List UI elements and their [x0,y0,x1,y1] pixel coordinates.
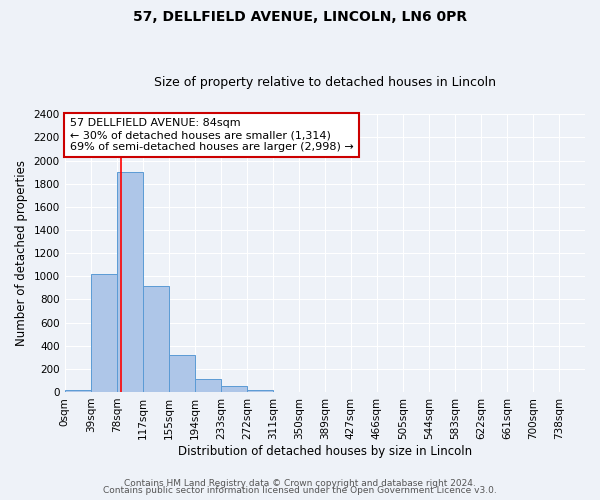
Text: 57 DELLFIELD AVENUE: 84sqm
← 30% of detached houses are smaller (1,314)
69% of s: 57 DELLFIELD AVENUE: 84sqm ← 30% of deta… [70,118,353,152]
Text: 57, DELLFIELD AVENUE, LINCOLN, LN6 0PR: 57, DELLFIELD AVENUE, LINCOLN, LN6 0PR [133,10,467,24]
Bar [247,390,273,392]
Bar [117,172,143,392]
Bar [143,286,169,392]
Bar [91,274,117,392]
X-axis label: Distribution of detached houses by size in Lincoln: Distribution of detached houses by size … [178,444,472,458]
Bar [169,355,195,392]
Y-axis label: Number of detached properties: Number of detached properties [15,160,28,346]
Title: Size of property relative to detached houses in Lincoln: Size of property relative to detached ho… [154,76,496,90]
Text: Contains public sector information licensed under the Open Government Licence v3: Contains public sector information licen… [103,486,497,495]
Text: Contains HM Land Registry data © Crown copyright and database right 2024.: Contains HM Land Registry data © Crown c… [124,478,476,488]
Bar [221,386,247,392]
Bar [65,390,91,392]
Bar [195,379,221,392]
